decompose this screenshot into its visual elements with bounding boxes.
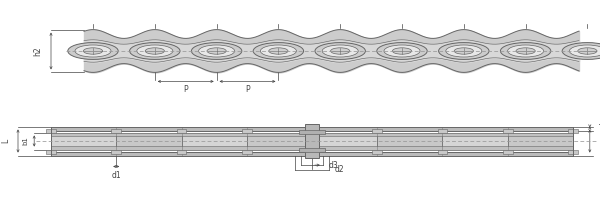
Bar bbox=[568, 129, 578, 132]
Circle shape bbox=[569, 45, 600, 57]
Bar bbox=[437, 129, 447, 132]
Bar bbox=[503, 150, 512, 154]
Bar bbox=[112, 150, 121, 154]
Bar bbox=[182, 132, 247, 150]
Text: d2: d2 bbox=[335, 165, 344, 174]
Bar bbox=[116, 132, 182, 150]
Circle shape bbox=[145, 48, 164, 54]
Circle shape bbox=[384, 45, 420, 57]
Circle shape bbox=[207, 48, 226, 54]
Text: T: T bbox=[599, 124, 600, 133]
Bar bbox=[373, 129, 382, 132]
Bar bbox=[247, 132, 312, 150]
Bar bbox=[508, 132, 573, 150]
Text: P: P bbox=[184, 85, 188, 94]
Circle shape bbox=[83, 48, 103, 54]
Bar bbox=[242, 150, 251, 154]
Circle shape bbox=[191, 43, 242, 59]
Bar bbox=[503, 129, 512, 132]
Circle shape bbox=[454, 48, 473, 54]
Circle shape bbox=[508, 45, 544, 57]
Bar bbox=[51, 146, 573, 150]
Circle shape bbox=[137, 45, 173, 57]
Bar bbox=[176, 129, 187, 132]
Text: P: P bbox=[245, 85, 250, 94]
Circle shape bbox=[392, 48, 412, 54]
Circle shape bbox=[253, 43, 304, 59]
Bar bbox=[307, 150, 317, 154]
Circle shape bbox=[439, 43, 489, 59]
Bar bbox=[176, 150, 187, 154]
Bar bbox=[51, 127, 573, 130]
Text: b1: b1 bbox=[23, 137, 29, 145]
Bar bbox=[299, 130, 325, 134]
Bar bbox=[442, 132, 508, 150]
Circle shape bbox=[260, 45, 296, 57]
Circle shape bbox=[500, 43, 551, 59]
Circle shape bbox=[446, 45, 482, 57]
Text: L: L bbox=[2, 139, 11, 143]
Bar bbox=[51, 152, 573, 156]
Bar bbox=[312, 132, 377, 150]
Bar bbox=[377, 132, 442, 150]
Circle shape bbox=[377, 43, 427, 59]
Circle shape bbox=[130, 43, 180, 59]
Bar bbox=[373, 150, 382, 154]
Bar bbox=[305, 124, 319, 158]
Circle shape bbox=[331, 48, 350, 54]
Circle shape bbox=[269, 48, 288, 54]
Circle shape bbox=[562, 43, 600, 59]
Bar bbox=[51, 132, 573, 136]
Text: d1: d1 bbox=[112, 170, 121, 180]
Text: d3: d3 bbox=[329, 161, 338, 170]
Circle shape bbox=[315, 43, 365, 59]
Text: h2: h2 bbox=[34, 46, 43, 56]
Bar bbox=[307, 129, 317, 132]
Bar bbox=[46, 129, 56, 132]
Circle shape bbox=[199, 45, 235, 57]
Circle shape bbox=[68, 43, 118, 59]
Bar bbox=[437, 150, 447, 154]
Circle shape bbox=[75, 45, 111, 57]
Bar bbox=[46, 150, 56, 154]
Text: Lc: Lc bbox=[599, 136, 600, 146]
Bar bbox=[242, 129, 251, 132]
Bar bbox=[51, 132, 116, 150]
Bar bbox=[112, 129, 121, 132]
Circle shape bbox=[322, 45, 358, 57]
Circle shape bbox=[516, 48, 535, 54]
Circle shape bbox=[578, 48, 597, 54]
Bar bbox=[568, 150, 578, 154]
Bar bbox=[299, 148, 325, 152]
